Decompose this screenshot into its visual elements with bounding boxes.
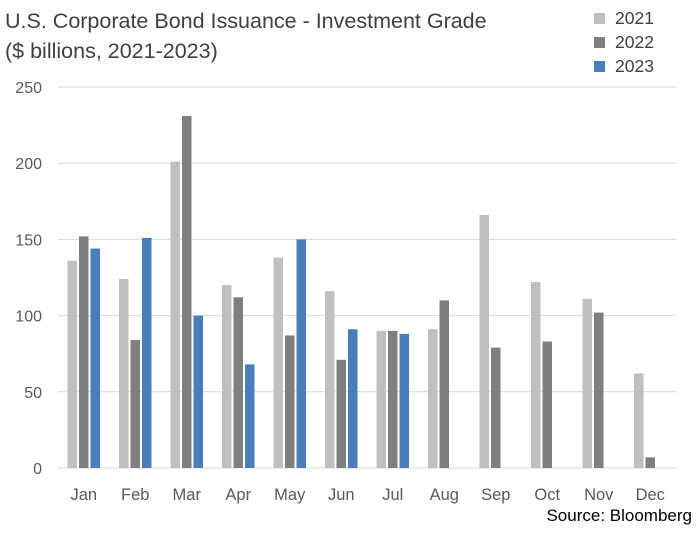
y-tick-label: 200 bbox=[15, 156, 42, 173]
legend-item-2023: 2023 bbox=[594, 54, 654, 78]
bar-2023-jul bbox=[399, 333, 409, 468]
y-tick-label: 100 bbox=[15, 309, 42, 326]
y-tick-label: 50 bbox=[24, 385, 42, 402]
bar-2023-may bbox=[296, 239, 306, 468]
legend-swatch bbox=[594, 12, 605, 24]
bar-2021-nov bbox=[582, 298, 592, 468]
x-tick-label: Nov bbox=[584, 486, 614, 504]
x-tick-label: Dec bbox=[636, 486, 665, 504]
bar-2021-sep bbox=[479, 215, 489, 468]
x-tick-label: Feb bbox=[121, 486, 149, 504]
chart-title: U.S. Corporate Bond Issuance - Investmen… bbox=[5, 6, 565, 66]
bar-2021-dec bbox=[634, 373, 644, 468]
x-tick-label: Mar bbox=[173, 486, 202, 504]
legend-label: 2023 bbox=[615, 55, 654, 76]
bar-2021-feb bbox=[119, 279, 129, 468]
bar-2022-aug bbox=[439, 300, 449, 468]
bar-2023-jun bbox=[348, 329, 358, 468]
x-tick-label: May bbox=[274, 486, 306, 504]
bar-2023-jan bbox=[90, 248, 100, 468]
legend-label: 2021 bbox=[615, 7, 654, 28]
bar-2022-sep bbox=[491, 347, 501, 468]
chart-title-line-1: U.S. Corporate Bond Issuance - Investmen… bbox=[5, 9, 487, 33]
x-tick-label: Jun bbox=[328, 486, 355, 504]
bar-2023-feb bbox=[142, 237, 152, 468]
x-tick-label: Sep bbox=[481, 486, 510, 504]
bar-2022-feb bbox=[130, 339, 140, 468]
x-tick-label: Apr bbox=[225, 486, 251, 504]
bar-2021-apr bbox=[222, 285, 232, 468]
bar-2022-apr bbox=[233, 297, 243, 468]
bar-2022-mar bbox=[182, 115, 192, 469]
bar-2021-jan bbox=[67, 260, 77, 468]
y-tick-label: 0 bbox=[33, 461, 42, 478]
bar-2021-may bbox=[273, 257, 283, 468]
chart-title-line-2: ($ billions, 2021-2023) bbox=[5, 39, 218, 63]
source-note: Source: Bloomberg bbox=[546, 506, 692, 525]
y-tick-label: 150 bbox=[15, 232, 42, 249]
bar-2022-oct bbox=[542, 341, 552, 468]
bar-2021-aug bbox=[428, 329, 438, 468]
bar-2022-jan bbox=[79, 236, 89, 468]
chart-legend: 2021 2022 2023 bbox=[594, 6, 654, 78]
x-tick-label: Oct bbox=[534, 486, 560, 504]
legend-item-2022: 2022 bbox=[594, 30, 654, 54]
bar-2023-apr bbox=[245, 364, 255, 468]
bar-2022-jul bbox=[388, 330, 398, 468]
x-tick-label: Aug bbox=[430, 486, 459, 504]
bar-2023-mar bbox=[193, 315, 203, 468]
x-tick-label: Jul bbox=[382, 486, 403, 504]
bar-2022-nov bbox=[594, 312, 604, 468]
bar-2022-may bbox=[285, 335, 295, 468]
bar-2021-oct bbox=[531, 282, 541, 468]
bar-2021-jul bbox=[376, 330, 386, 468]
y-tick-label: 250 bbox=[15, 80, 42, 97]
legend-label: 2022 bbox=[615, 31, 654, 52]
bar-2021-jun bbox=[325, 291, 335, 468]
legend-swatch bbox=[594, 60, 605, 72]
bar-2022-dec bbox=[645, 457, 655, 468]
bar-2021-mar bbox=[170, 161, 180, 468]
x-tick-label: Jan bbox=[70, 486, 97, 504]
bar-2022-jun bbox=[336, 359, 346, 468]
legend-swatch bbox=[594, 36, 605, 48]
legend-item-2021: 2021 bbox=[594, 6, 654, 30]
